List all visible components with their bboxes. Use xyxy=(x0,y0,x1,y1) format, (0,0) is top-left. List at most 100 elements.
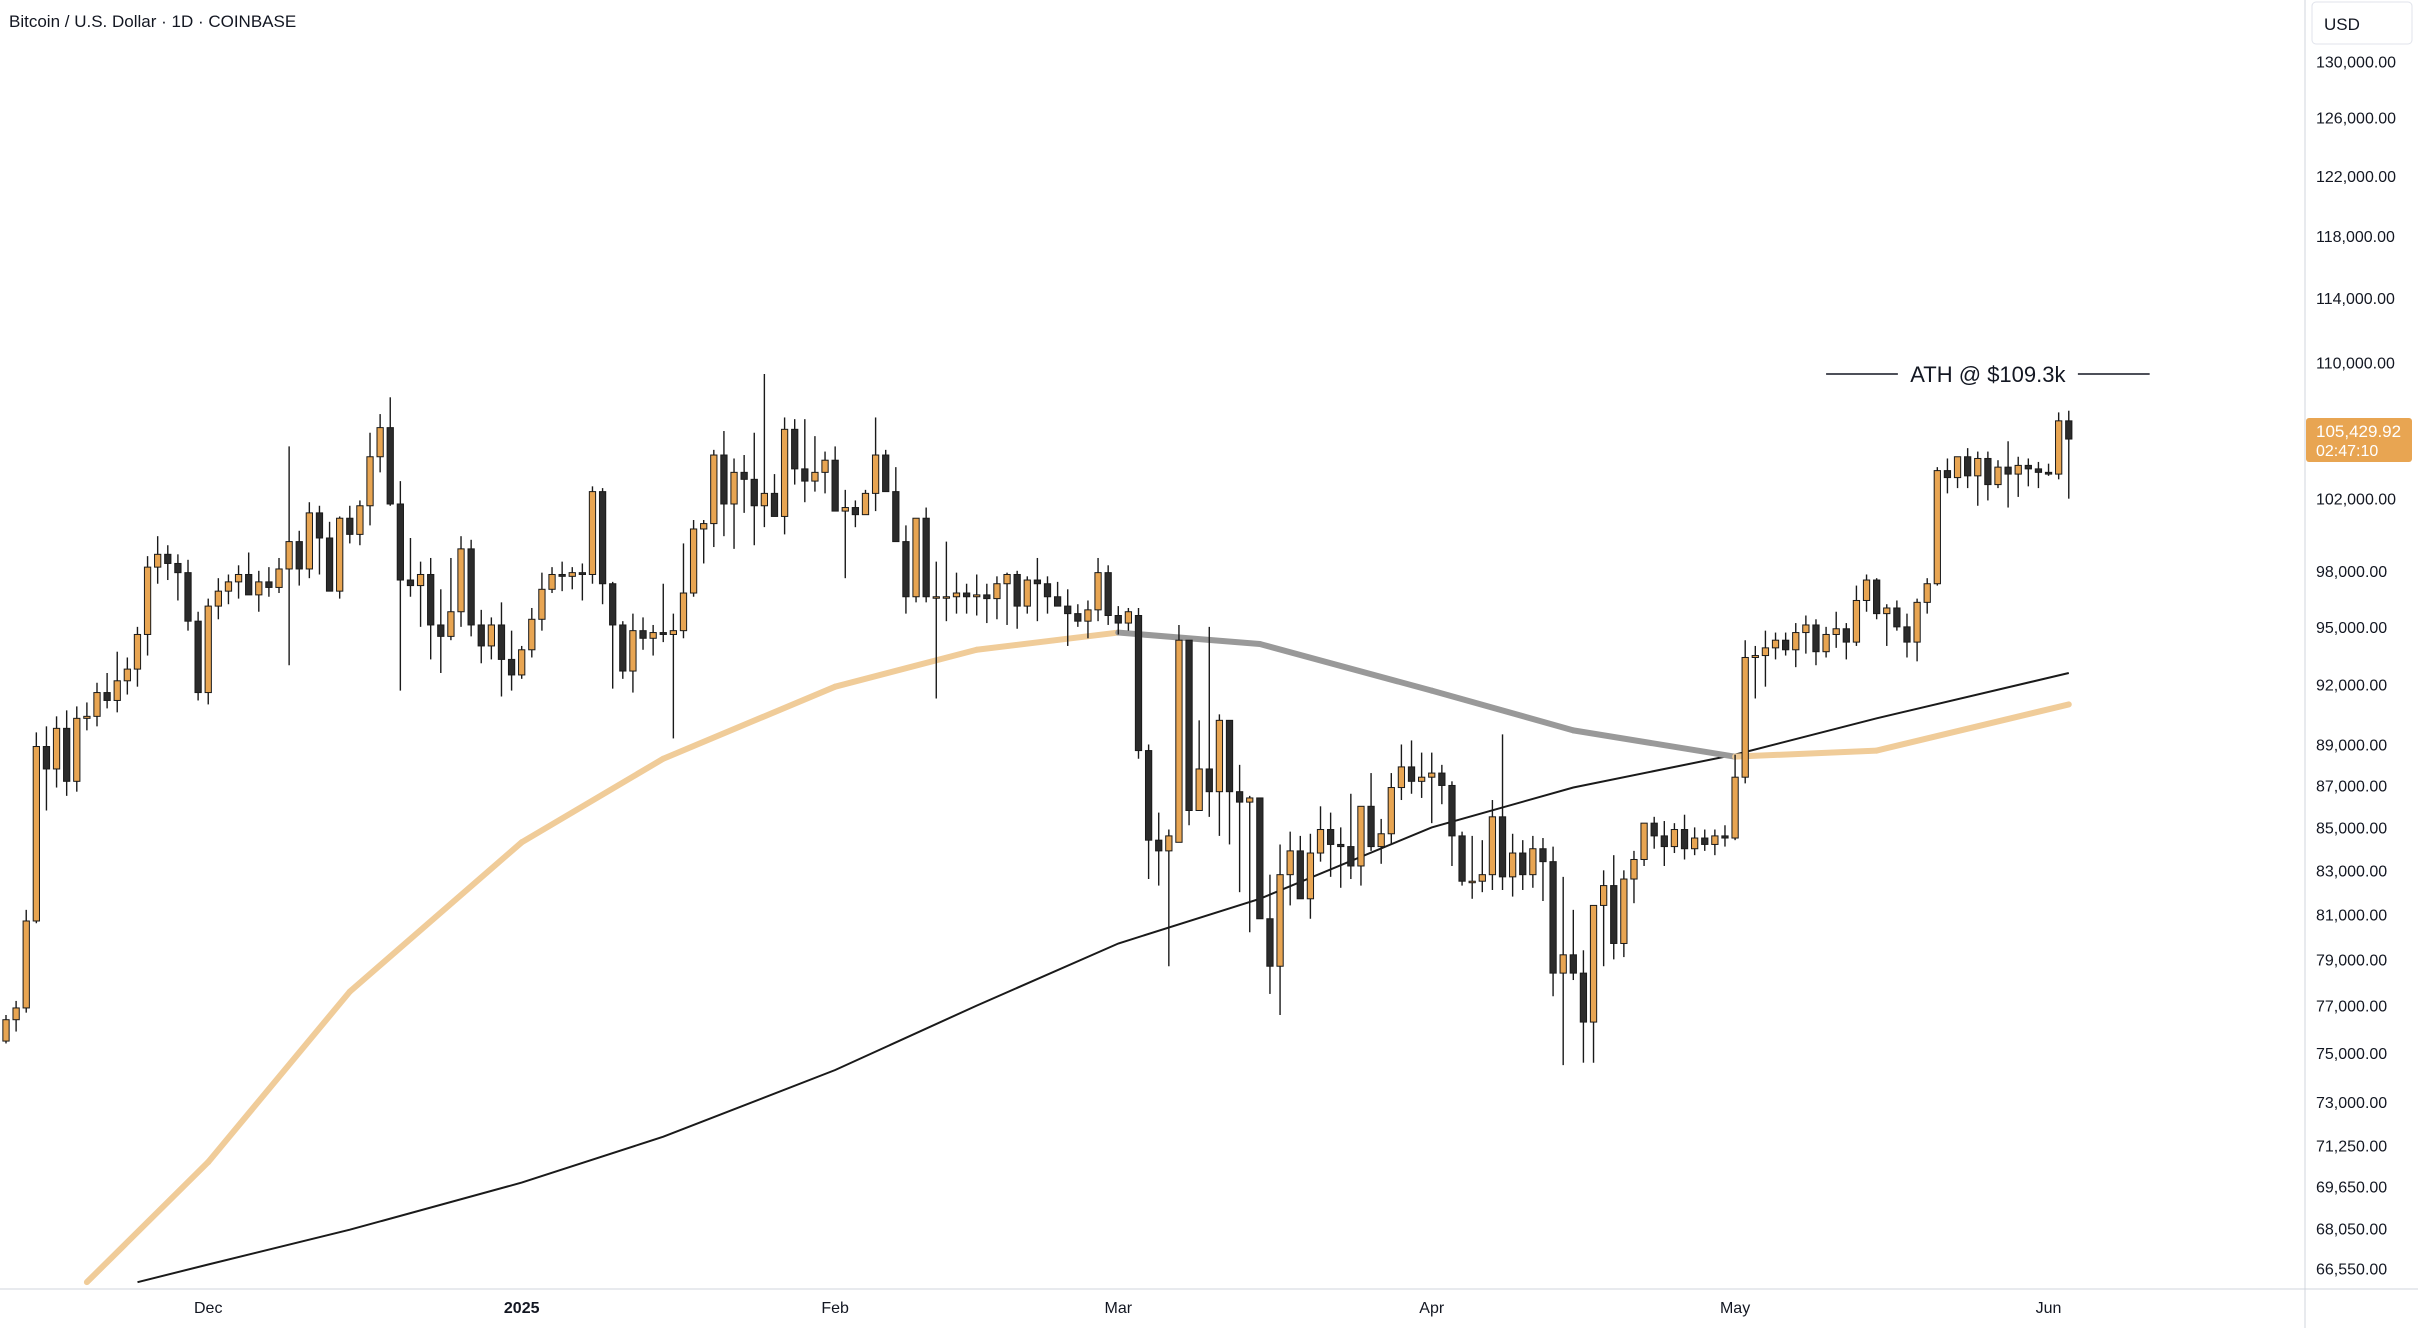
candle-2025-05-22[interactable] xyxy=(1943,458,1952,494)
candle-2025-01-10[interactable] xyxy=(609,581,617,689)
candle-2025-03-21[interactable] xyxy=(1316,806,1325,862)
candle-2025-06-01[interactable] xyxy=(2044,463,2053,476)
candle-2025-04-10[interactable] xyxy=(1519,840,1527,890)
candle-2025-02-02[interactable] xyxy=(841,489,849,579)
candle-2024-12-20[interactable] xyxy=(396,481,404,691)
candle-2024-11-25[interactable] xyxy=(143,556,152,656)
candle-2025-01-24[interactable] xyxy=(750,432,758,546)
candle-2025-04-01[interactable] xyxy=(1428,752,1436,824)
candle-2025-04-06[interactable] xyxy=(1478,840,1486,893)
candle-2025-02-22[interactable] xyxy=(1043,576,1052,614)
candle-2025-01-11[interactable] xyxy=(619,621,627,679)
currency-box[interactable]: USD xyxy=(2311,1,2413,45)
candle-2025-01-22[interactable] xyxy=(730,458,738,549)
candle-2025-03-16[interactable] xyxy=(1266,874,1274,994)
candle-2025-03-22[interactable] xyxy=(1326,812,1335,877)
candle-2025-04-18[interactable] xyxy=(1600,870,1608,967)
candle-2024-12-11[interactable] xyxy=(305,502,313,579)
candle-2025-04-26[interactable] xyxy=(1680,814,1689,860)
candle-2024-11-27[interactable] xyxy=(164,545,172,581)
candle-2025-01-30[interactable] xyxy=(811,436,819,492)
candle-2025-02-07[interactable] xyxy=(892,467,900,543)
candle-2025-04-08[interactable] xyxy=(1498,734,1507,890)
candle-2025-02-17[interactable] xyxy=(993,576,1001,620)
candle-2024-12-15[interactable] xyxy=(346,505,354,544)
candle-2025-01-28[interactable] xyxy=(791,419,799,485)
candle-2025-01-05[interactable] xyxy=(558,561,566,592)
candle-2024-12-14[interactable] xyxy=(336,516,344,599)
candle-2025-01-01[interactable] xyxy=(518,645,526,679)
candle-2024-12-28[interactable] xyxy=(477,609,485,664)
candle-2025-04-24[interactable] xyxy=(1660,821,1668,866)
candle-2025-03-09[interactable] xyxy=(1195,720,1203,812)
candle-2025-05-07[interactable] xyxy=(1792,623,1800,668)
candle-2024-12-10[interactable] xyxy=(295,530,303,586)
candle-2024-12-16[interactable] xyxy=(356,500,364,546)
candle-2025-02-15[interactable] xyxy=(973,574,981,616)
candle-2025-05-04[interactable] xyxy=(1761,630,1770,687)
candle-2025-01-13[interactable] xyxy=(639,617,647,650)
candle-2025-02-08[interactable] xyxy=(902,525,910,614)
candle-2024-11-16[interactable] xyxy=(52,716,61,788)
candle-2025-02-13[interactable] xyxy=(952,572,961,614)
candle-2025-03-04[interactable] xyxy=(1144,744,1153,880)
candle-2024-12-31[interactable] xyxy=(507,630,516,691)
candle-2025-03-19[interactable] xyxy=(1296,835,1304,900)
candle-2024-11-21[interactable] xyxy=(103,672,111,709)
candle-2024-11-11[interactable] xyxy=(2,1014,10,1044)
candle-2025-03-18[interactable] xyxy=(1286,831,1294,906)
candle-2025-01-21[interactable] xyxy=(720,431,728,537)
candle-2024-11-18[interactable] xyxy=(73,706,81,792)
candle-2025-03-30[interactable] xyxy=(1407,740,1416,794)
candle-2025-03-12[interactable] xyxy=(1225,719,1234,845)
candle-2025-02-28[interactable] xyxy=(1104,565,1112,625)
candle-2025-03-24[interactable] xyxy=(1347,793,1355,880)
candle-2025-01-18[interactable] xyxy=(689,520,698,597)
candle-2025-02-04[interactable] xyxy=(861,489,870,516)
candle-2025-03-06[interactable] xyxy=(1165,829,1173,967)
candle-2025-01-16[interactable] xyxy=(669,613,678,739)
candle-2025-04-13[interactable] xyxy=(1549,846,1557,997)
candle-2025-01-04[interactable] xyxy=(548,567,556,594)
candle-2024-12-27[interactable] xyxy=(467,539,475,637)
candle-2025-04-17[interactable] xyxy=(1589,904,1598,1063)
candle-2025-05-11[interactable] xyxy=(1832,611,1840,648)
candle-2025-02-05[interactable] xyxy=(871,417,880,512)
candle-2025-01-23[interactable] xyxy=(740,455,748,513)
candle-2024-12-22[interactable] xyxy=(416,561,425,627)
candle-2025-01-14[interactable] xyxy=(649,624,657,656)
candle-2025-03-17[interactable] xyxy=(1276,844,1284,1015)
candle-2024-11-15[interactable] xyxy=(42,726,51,811)
candle-2025-04-11[interactable] xyxy=(1529,835,1537,888)
candle-2025-03-20[interactable] xyxy=(1306,833,1315,919)
candle-2024-12-09[interactable] xyxy=(285,446,293,666)
candle-2024-11-20[interactable] xyxy=(93,682,101,727)
candle-2025-03-11[interactable] xyxy=(1215,714,1224,836)
candle-2025-02-25[interactable] xyxy=(1074,604,1082,627)
candle-2024-11-12[interactable] xyxy=(12,1000,20,1032)
candle-2025-04-21[interactable] xyxy=(1630,850,1638,904)
candle-2025-01-03[interactable] xyxy=(538,572,546,631)
candle-2025-02-23[interactable] xyxy=(1053,581,1062,607)
candle-2025-05-19[interactable] xyxy=(1913,598,1921,662)
candle-2025-02-06[interactable] xyxy=(882,449,890,493)
candle-2025-05-12[interactable] xyxy=(1842,623,1850,660)
candle-2025-01-06[interactable] xyxy=(568,567,576,590)
candle-2025-04-25[interactable] xyxy=(1670,823,1679,854)
candle-2024-12-12[interactable] xyxy=(315,505,324,575)
candle-2025-04-14[interactable] xyxy=(1559,876,1567,1066)
candle-2025-01-19[interactable] xyxy=(700,520,708,564)
candle-2025-02-21[interactable] xyxy=(1033,557,1042,622)
candle-2024-12-01[interactable] xyxy=(204,598,212,705)
candle-2025-03-05[interactable] xyxy=(1155,812,1163,886)
candle-2025-05-08[interactable] xyxy=(1802,615,1810,654)
candle-2024-12-04[interactable] xyxy=(234,565,243,599)
candle-2025-01-25[interactable] xyxy=(760,374,769,528)
candle-2025-03-23[interactable] xyxy=(1337,827,1345,888)
candle-2025-02-19[interactable] xyxy=(1013,570,1021,629)
candle-2024-11-28[interactable] xyxy=(174,554,182,601)
candle-2025-04-23[interactable] xyxy=(1650,816,1658,849)
candle-2024-11-13[interactable] xyxy=(22,909,30,1013)
ath-annotation[interactable]: ATH @ $109.3k xyxy=(1826,362,2150,387)
